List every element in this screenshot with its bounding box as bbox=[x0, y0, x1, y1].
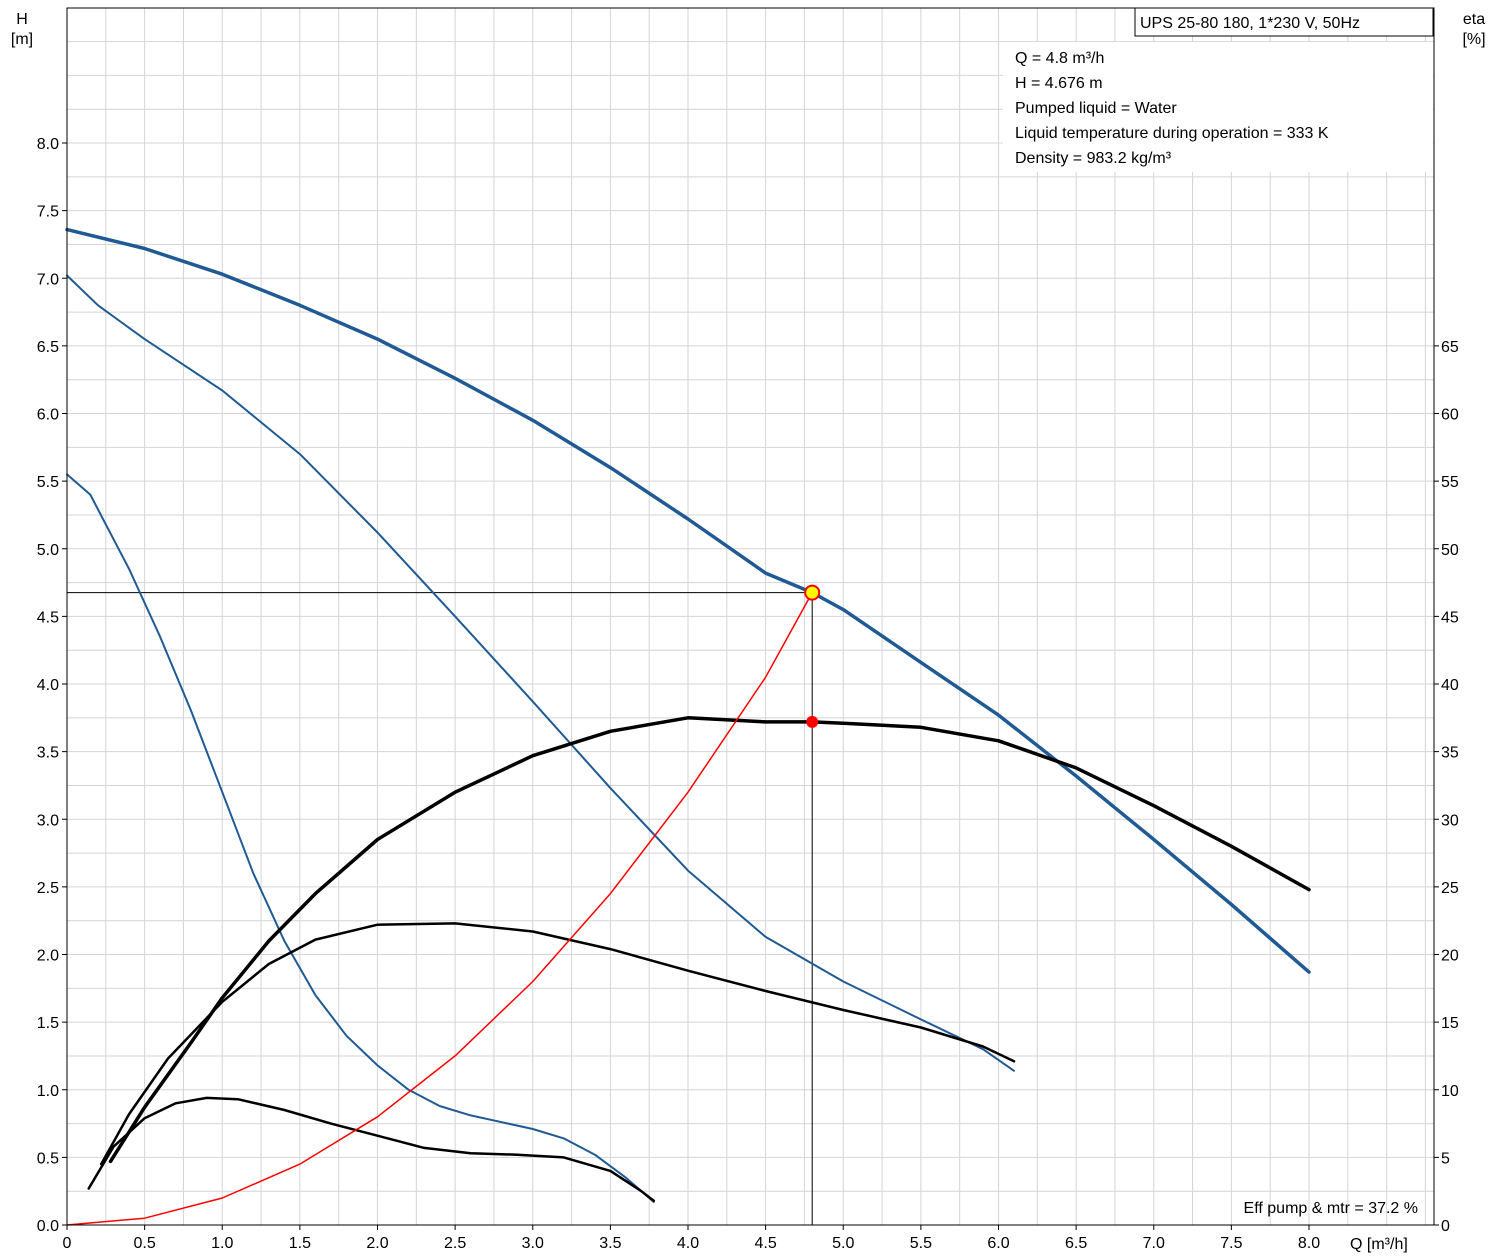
system-curve-7 bbox=[66, 591, 813, 1226]
x-tick-label: 5.5 bbox=[910, 1235, 932, 1252]
x-tick-label: 8.0 bbox=[1298, 1235, 1320, 1252]
x-tick-label: 5.0 bbox=[832, 1235, 854, 1252]
x-tick-label: 0 bbox=[63, 1235, 72, 1252]
info-line: Density = 983.2 kg/m³ bbox=[1015, 150, 1172, 167]
head-curve-3 bbox=[66, 473, 655, 1203]
y-left-tick-label: 4.5 bbox=[37, 609, 59, 626]
grid bbox=[67, 8, 1434, 1225]
info-box-background bbox=[1003, 42, 1433, 172]
x-tick-label: 3.0 bbox=[522, 1235, 544, 1252]
y-right-tick-label: 10 bbox=[1441, 1083, 1459, 1100]
y-right-tick-label: 20 bbox=[1441, 948, 1459, 965]
x-tick-label: 6.0 bbox=[987, 1235, 1009, 1252]
y-left-tick-label: 1.5 bbox=[37, 1015, 59, 1032]
efficiency-curve-5 bbox=[99, 922, 1016, 1166]
y-right-tick-label: 5 bbox=[1441, 1150, 1450, 1167]
y-left-tick-label: 0.0 bbox=[37, 1218, 59, 1235]
info-line: Q = 4.8 m³/h bbox=[1015, 50, 1104, 67]
title-box-text: UPS 25-80 180, 1*230 V, 50Hz bbox=[1140, 15, 1360, 32]
y-right-tick-label: 35 bbox=[1441, 745, 1459, 762]
x-tick-label: 2.0 bbox=[366, 1235, 388, 1252]
head-curve-1 bbox=[65, 227, 1311, 974]
y-left-tick-label: 6.5 bbox=[37, 339, 59, 356]
info-line: Pumped liquid = Water bbox=[1015, 100, 1177, 117]
y-left-tick-label: 0.5 bbox=[37, 1150, 59, 1167]
x-tick-label: 6.5 bbox=[1065, 1235, 1087, 1252]
efficiency-curve-6 bbox=[87, 1096, 656, 1202]
y-right-tick-label: 50 bbox=[1441, 542, 1459, 559]
y-right-tick-label: 15 bbox=[1441, 1015, 1459, 1032]
y-right-tick-label: 55 bbox=[1441, 474, 1459, 491]
x-tick-label: 0.5 bbox=[134, 1235, 156, 1252]
y-left-label-symbol: H bbox=[16, 11, 28, 28]
operating-point-reference-lines bbox=[67, 592, 813, 1225]
y-left-tick-label: 2.0 bbox=[37, 948, 59, 965]
y-left-tick-label: 3.0 bbox=[37, 812, 59, 829]
efficiency-curve-4 bbox=[108, 716, 1311, 1164]
operating-point-markers bbox=[804, 584, 821, 728]
y-left-tick-label: 5.5 bbox=[37, 474, 59, 491]
x-tick-label: 2.5 bbox=[444, 1235, 466, 1252]
x-tick-label: 1.5 bbox=[289, 1235, 311, 1252]
y-right-tick-label: 65 bbox=[1441, 339, 1459, 356]
x-tick-label: 1.0 bbox=[211, 1235, 233, 1252]
y-right-tick-label: 25 bbox=[1441, 880, 1459, 897]
tick-labels: 0 0.5 1.0 1.5 2.0 2.5 3.0 3.5 4.0 4.5 5.0 5.5 6.0 6.5… bbox=[37, 136, 1459, 1252]
y-left-tick-label: 4.0 bbox=[37, 677, 59, 694]
operating-point-marker bbox=[804, 584, 821, 601]
x-tick-label: 3.5 bbox=[599, 1235, 621, 1252]
y-right-tick-label: 45 bbox=[1441, 609, 1459, 626]
info-line: H = 4.676 m bbox=[1015, 75, 1103, 92]
info-box: UPS 25-80 180, 1*230 V, 50Hz Q = 4.8 m³/… bbox=[1003, 7, 1434, 172]
y-left-tick-label: 7.5 bbox=[37, 204, 59, 221]
y-left-label-unit: [m] bbox=[11, 31, 33, 48]
y-left-tick-label: 7.0 bbox=[37, 271, 59, 288]
x-axis-label: Q [m³/h] bbox=[1350, 1236, 1408, 1253]
curves bbox=[65, 227, 1311, 1226]
x-tick-label: 4.5 bbox=[755, 1235, 777, 1252]
x-tick-label: 7.0 bbox=[1143, 1235, 1165, 1252]
efficiency-note: Eff pump & mtr = 37.2 % bbox=[1244, 1200, 1418, 1217]
efficiency-point-marker bbox=[806, 715, 819, 728]
x-tick-label: 7.5 bbox=[1220, 1235, 1242, 1252]
y-right-label-symbol: eta bbox=[1463, 11, 1485, 28]
y-left-tick-label: 3.5 bbox=[37, 745, 59, 762]
info-line: Liquid temperature during operation = 33… bbox=[1015, 125, 1329, 142]
y-right-tick-label: 40 bbox=[1441, 677, 1459, 694]
y-left-tick-label: 8.0 bbox=[37, 136, 59, 153]
y-right-tick-label: 0 bbox=[1441, 1218, 1450, 1235]
y-right-tick-label: 30 bbox=[1441, 812, 1459, 829]
head-curve-2 bbox=[66, 274, 1015, 1072]
x-tick-label: 4.0 bbox=[677, 1235, 699, 1252]
y-right-tick-label: 60 bbox=[1441, 407, 1459, 424]
y-right-label-unit: [%] bbox=[1462, 31, 1485, 48]
y-left-tick-label: 5.0 bbox=[37, 542, 59, 559]
y-left-tick-label: 2.5 bbox=[37, 880, 59, 897]
y-left-tick-label: 6.0 bbox=[37, 407, 59, 424]
y-left-tick-label: 1.0 bbox=[37, 1083, 59, 1100]
title-box bbox=[1134, 7, 1434, 37]
